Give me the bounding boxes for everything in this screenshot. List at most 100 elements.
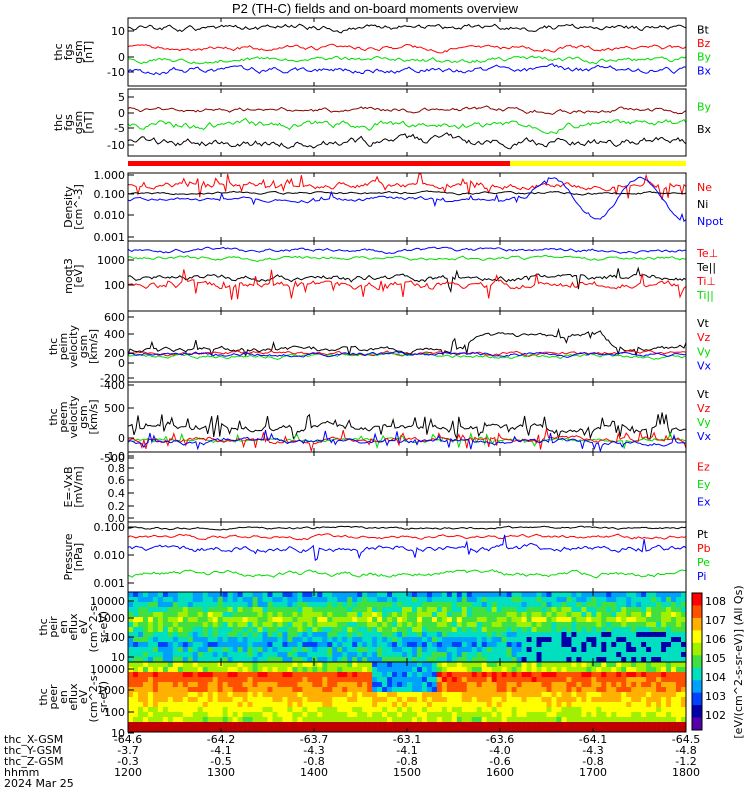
footer-label: thc_X-GSM — [4, 733, 63, 746]
mode-bar-yellow — [510, 161, 686, 166]
y-tick-label: 200 — [104, 347, 125, 360]
y-tick-label: 600 — [104, 311, 125, 324]
y-axis-label-line: [eV] — [72, 265, 85, 288]
legend-by: By — [697, 101, 712, 114]
footer-value: -0.8 — [582, 755, 603, 768]
footer-value: -63.7 — [300, 733, 328, 746]
footer-value: -64.6 — [114, 733, 142, 746]
y-axis-label-line: peer — [47, 684, 60, 710]
series-vx — [127, 350, 687, 358]
legend-npot: Npot — [697, 215, 724, 228]
legend-te⊥: Te⊥ — [696, 247, 718, 260]
legend-te||: Te|| — [696, 261, 716, 274]
y-axis-label-line: Pressure — [62, 533, 75, 580]
series-bx — [127, 63, 687, 76]
y-tick-label: -10 — [107, 139, 125, 152]
y-axis-label-line: eV — [77, 619, 90, 634]
y-tick-label: 10 — [111, 651, 125, 664]
footer-label: 2024 Mar 25 — [4, 777, 74, 790]
footer-label: thc_Y-GSM — [4, 744, 62, 757]
series-by-2 — [127, 105, 687, 115]
y-axis-label-line: [km/s] — [87, 329, 100, 364]
y-tick-label: 1.0 — [108, 450, 126, 463]
y-tick-label: 0.010 — [94, 549, 126, 562]
legend-ni: Ni — [697, 198, 708, 211]
series-bz — [127, 43, 687, 54]
y-axis-label: E=-VxB[mV/m] — [62, 466, 85, 507]
footer-value: 1600 — [486, 766, 514, 779]
footer-value: -64.5 — [672, 733, 700, 746]
footer-value: -3.7 — [117, 744, 138, 757]
legend-vx: Vx — [697, 430, 712, 443]
series-vy — [127, 352, 687, 360]
y-tick-label: 500 — [104, 402, 125, 415]
legend-pt: Pt — [697, 528, 709, 541]
y-tick-label: -500 — [100, 452, 125, 465]
y-tick-label: 0.8 — [108, 462, 126, 475]
colorbar-band — [692, 705, 702, 719]
footer-value: 1800 — [672, 766, 700, 779]
series-pt — [128, 525, 687, 531]
y-tick-label: 100 — [104, 631, 125, 644]
y-axis-label: Pressure[nPa] — [62, 533, 85, 580]
y-tick-label: 0.010 — [94, 209, 126, 222]
series-pb — [127, 533, 687, 541]
colorbar-tick-label: 107 — [705, 614, 726, 627]
y-axis-label-line: [nT] — [82, 41, 95, 63]
colorbar-tick-label: 103 — [705, 690, 726, 703]
y-axis-label-line: velocity — [67, 325, 80, 368]
footer-value: -0.8 — [396, 755, 417, 768]
legend-vy: Vy — [697, 416, 711, 429]
y-tick-label: 0.6 — [108, 474, 126, 487]
y-axis-label-line: gsm — [77, 405, 90, 428]
footer-value: -63.1 — [393, 733, 421, 746]
legend-vz: Vz — [697, 402, 711, 415]
y-axis-label-line: thc — [47, 408, 60, 425]
y-tick-label: 0 — [118, 357, 125, 370]
y-tick-label: 0.001 — [94, 231, 126, 244]
legend-ex: Ex — [697, 495, 711, 508]
mode-bar-red — [128, 161, 510, 166]
footer-value: -0.3 — [117, 755, 138, 768]
y-axis-label-line: peir — [47, 616, 60, 638]
y-tick-label: 1000 — [97, 684, 125, 697]
footer-label: thc_Z-GSM — [4, 755, 64, 768]
series-vz — [127, 350, 687, 358]
series-vz-e — [127, 428, 687, 452]
panel-frame — [127, 521, 687, 593]
footer-value: -63.6 — [486, 733, 514, 746]
y-tick-label: 0 — [118, 51, 125, 64]
legend-bx: Bx — [697, 64, 712, 77]
colorbar-label: [eV/(cm^2-s-sr-eV)] (All Qs) — [732, 585, 745, 738]
series-te-par — [127, 246, 686, 255]
y-axis-label-line: thc — [47, 338, 60, 355]
series-vx-e — [127, 429, 687, 453]
series-ti-par — [127, 254, 687, 263]
y-tick-label: 0 — [118, 107, 125, 120]
series-vt-e — [127, 412, 687, 440]
chart-title: P2 (TH-C) fields and on-board moments ov… — [231, 1, 519, 16]
y-tick-label: -200 — [100, 372, 125, 385]
legend-vt: Vt — [697, 388, 710, 401]
series-ne — [127, 173, 687, 200]
panel-frame — [127, 310, 687, 383]
y-axis-label: moqt3[eV] — [62, 258, 85, 294]
y-axis-label-line: moqt3 — [62, 258, 75, 294]
series-npot — [127, 176, 687, 223]
y-axis-label-line: eflux — [67, 683, 80, 711]
y-axis-label-line: thc — [37, 618, 50, 635]
footer-value: 1500 — [393, 766, 421, 779]
footer-value: -4.1 — [210, 744, 231, 757]
y-tick-label: 1000 — [97, 254, 125, 267]
y-axis-label-line: sr-eV) — [97, 681, 110, 713]
legend-bx: Bx — [697, 123, 712, 136]
legend-vz: Vz — [697, 331, 711, 344]
series-by-green — [127, 117, 687, 135]
y-tick-label: 10 — [111, 727, 125, 740]
y-axis-label-line: en — [57, 690, 70, 704]
legend-ey: Ey — [697, 478, 711, 491]
y-axis-label-line: thc — [52, 114, 65, 131]
